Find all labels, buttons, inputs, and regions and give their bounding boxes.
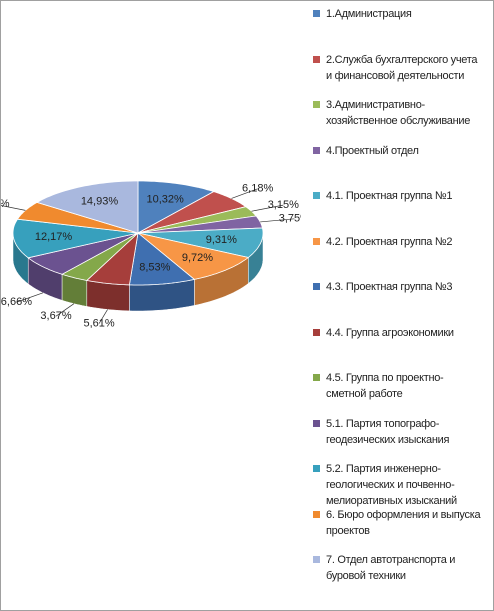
legend-label: 4.4. Группа агроэкономики (326, 326, 454, 339)
legend-label: 5.1. Партия топографо-геодезических изыс… (326, 417, 450, 446)
legend-label: 4.1. Проектная группа №1 (326, 190, 453, 202)
legend-swatch (313, 510, 320, 518)
legend-label: 4.2. Проектная группа №2 (326, 235, 453, 248)
legend-item: 4.3. Проектная группа №3 (313, 279, 483, 295)
legend-label: 4.3. Проектная группа №3 (326, 281, 453, 293)
leader-line (251, 204, 284, 212)
legend-item: 4.Проектный отдел (313, 143, 483, 159)
legend-swatch (313, 101, 320, 108)
legend-swatch (313, 192, 320, 199)
slice (137, 180, 215, 234)
legend-swatch (313, 10, 320, 17)
legend-swatch (313, 146, 320, 154)
slice (128, 232, 196, 286)
legend-label: 4.5. Группа по проектно-сметной работе (326, 372, 444, 400)
legend-swatch (313, 465, 320, 472)
legend-item: 4.4. Группа агроэкономики (313, 325, 483, 341)
legend-item: 4.2. Проектная группа №2 (313, 234, 483, 250)
slice (137, 215, 263, 234)
legend-label: 5.2. Партия инженерно-геологических и по… (326, 463, 457, 507)
slice (35, 180, 139, 234)
legend-label: 1.Администрация (326, 8, 412, 20)
legend-item: 5.1. Партия топографо-геодезических изыс… (313, 416, 483, 448)
data-label: 8,53% (139, 262, 170, 274)
leader-line (16, 292, 44, 303)
slice (137, 227, 264, 258)
legend-swatch (313, 374, 320, 381)
legend-swatch (313, 556, 320, 563)
data-label: 5,61% (83, 317, 114, 329)
data-label: 5,73% (1, 198, 10, 210)
legend-label: 6. Бюро оформления и выпуска проектов (326, 508, 481, 537)
data-label: 9,31% (206, 234, 237, 246)
legend-swatch (313, 419, 320, 427)
legend-swatch (313, 283, 320, 290)
data-label: 14,93% (81, 195, 119, 207)
data-label: 3,67% (40, 310, 71, 322)
data-label: 6,18% (242, 183, 273, 195)
legend-label: 2.Служба бухгалтерского учета и финансов… (326, 53, 478, 82)
leader-line (1, 205, 26, 211)
legend-swatch (313, 237, 320, 245)
legend-label: 3.Административно-хозяйственное обслужив… (326, 99, 471, 127)
legend-label: 7. Отдел автотранспорта и буровой техник… (326, 554, 456, 582)
slice (12, 218, 139, 259)
legend-item: 6. Бюро оформления и выпуска проектов (313, 507, 483, 539)
legend-item: 7. Отдел автотранспорта и буровой техник… (313, 552, 483, 584)
leader-line (260, 218, 295, 223)
slice (137, 232, 250, 280)
leader-line (55, 303, 75, 317)
pie-area: 10,32% 6,18% 3,15% 3,75% 9,31% 9,72% 8,53% 5,61… (1, 180, 301, 329)
legend-item: 5.2. Партия инженерно-геологических и по… (313, 461, 483, 509)
slice (85, 231, 139, 286)
leader-line (231, 188, 258, 199)
legend-item: 4.1. Проектная группа №1 (313, 188, 483, 204)
legend-label: 4.Проектный отдел (326, 144, 419, 157)
slice (27, 232, 139, 275)
data-label: 6,66% (1, 296, 32, 308)
slice (60, 232, 139, 281)
data-label: 12,17% (35, 231, 73, 243)
legend-swatch (313, 55, 320, 63)
leader-line (98, 309, 108, 324)
legend-item: 3.Административно-хозяйственное обслужив… (313, 97, 483, 129)
slice (137, 206, 257, 234)
legend-item: 4.5. Группа по проектно-сметной работе (313, 370, 483, 402)
data-label: 9,72% (182, 252, 213, 264)
legend-swatch (313, 328, 320, 336)
data-label: 3,15% (268, 199, 299, 211)
data-label: 3,75% (279, 213, 301, 225)
legend-item: 2.Служба бухгалтерского учета и финансов… (313, 52, 483, 84)
data-label: 10,32% (146, 193, 184, 205)
legend-item: 1.Администрация (313, 6, 483, 22)
